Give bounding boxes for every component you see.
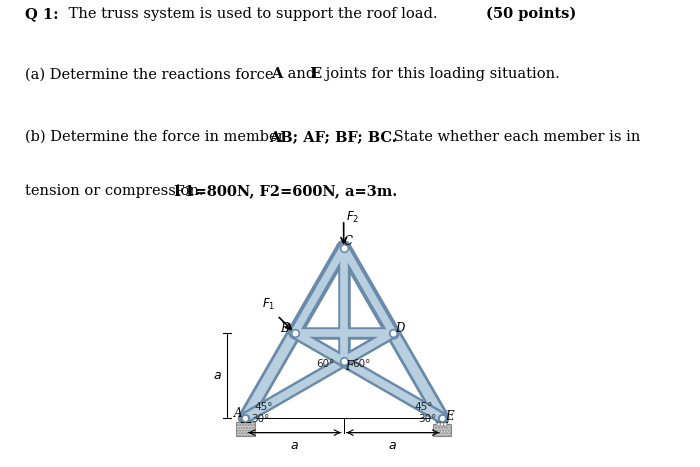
Text: $F_2$: $F_2$ <box>346 210 360 225</box>
Text: E: E <box>311 67 322 81</box>
Text: $a$: $a$ <box>290 439 299 452</box>
Text: E: E <box>444 410 454 423</box>
Text: (a) Determine the reactions force: (a) Determine the reactions force <box>25 67 278 81</box>
Text: B: B <box>281 322 289 335</box>
Text: State whether each member is in: State whether each member is in <box>389 130 640 144</box>
Text: (50 points): (50 points) <box>486 7 577 21</box>
Text: AB; AF; BF; BC.: AB; AF; BF; BC. <box>270 130 398 144</box>
Text: $a$: $a$ <box>213 369 221 382</box>
Text: tension or compression.: tension or compression. <box>25 184 208 198</box>
Text: joints for this loading situation.: joints for this loading situation. <box>321 67 559 81</box>
Text: 30°: 30° <box>418 414 436 424</box>
Bar <box>433 425 451 436</box>
Circle shape <box>437 423 440 426</box>
Text: $a$: $a$ <box>389 439 397 452</box>
Circle shape <box>440 423 444 426</box>
Text: D: D <box>395 322 405 335</box>
Text: The truss system is used to support the roof load.: The truss system is used to support the … <box>64 7 442 21</box>
Text: 45°: 45° <box>254 402 273 412</box>
Text: 45°: 45° <box>414 402 433 412</box>
Text: $F_1$: $F_1$ <box>262 297 276 312</box>
Text: 30°: 30° <box>251 414 270 424</box>
Text: and: and <box>283 67 320 81</box>
Bar <box>237 422 255 436</box>
Text: Q 1:: Q 1: <box>25 7 58 21</box>
Text: 60°: 60° <box>316 359 335 369</box>
Text: 60°: 60° <box>353 359 371 369</box>
Text: F: F <box>346 360 354 373</box>
Text: (b) Determine the force in member: (b) Determine the force in member <box>25 130 288 144</box>
Circle shape <box>443 423 447 426</box>
Text: F1=800N, F2=600N, a=3m.: F1=800N, F2=600N, a=3m. <box>174 184 397 198</box>
Text: A: A <box>234 407 242 420</box>
Text: A: A <box>272 67 283 81</box>
Text: C: C <box>343 235 352 248</box>
